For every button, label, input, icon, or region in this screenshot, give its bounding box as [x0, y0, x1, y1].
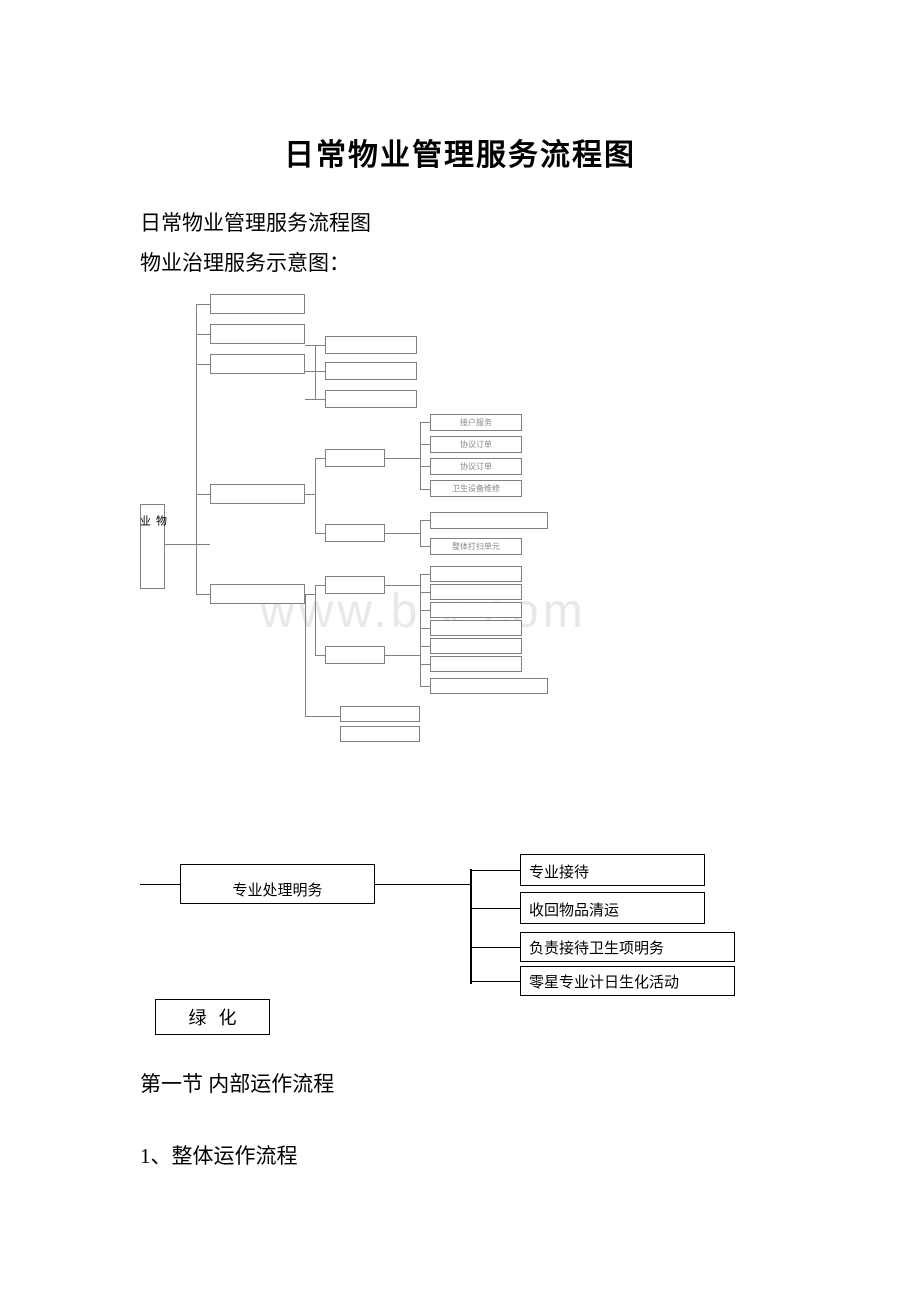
- connector-line: [196, 364, 210, 365]
- flowchart-node: 协议订单: [430, 458, 522, 475]
- service-item-box: 负责接待卫生项明务: [520, 932, 735, 962]
- service-item-box: 零星专业计日生化活动: [520, 966, 735, 996]
- flowchart-diagram: www.b x.com 物 业 接户服务协议订单协议订单卫生设备维修整体打扫单元: [140, 294, 780, 784]
- connector-line: [420, 610, 430, 611]
- flowchart-node: [210, 294, 305, 314]
- connector-line: [470, 908, 520, 910]
- connector-line: [385, 655, 420, 656]
- flowchart-node: [430, 566, 522, 582]
- connector-line: [305, 716, 340, 717]
- connector-line: [420, 520, 430, 521]
- connector-line: [315, 458, 325, 459]
- connector-line: [420, 664, 421, 686]
- connector-line: [385, 458, 420, 459]
- service-box: 专业处理明务: [180, 864, 375, 904]
- connector-line: [315, 345, 316, 399]
- flowchart-node: [325, 646, 385, 664]
- document-title: 日常物业管理服务流程图: [140, 130, 780, 174]
- flowchart-node: [430, 656, 522, 672]
- connector-line: [470, 870, 520, 872]
- connector-line: [196, 594, 210, 595]
- flowchart-node: [325, 524, 385, 542]
- flowchart-node: [430, 638, 522, 654]
- connector-line: [305, 594, 306, 716]
- connector-line: [420, 574, 430, 575]
- flowchart-node: [430, 602, 522, 618]
- connector-line: [470, 869, 472, 984]
- green-box: 绿化: [155, 999, 270, 1035]
- connector-line: [420, 686, 430, 687]
- connector-line: [420, 520, 421, 546]
- connector-line: [305, 399, 325, 400]
- section-heading-2: 1、整体运作流程: [140, 1134, 780, 1178]
- connector-line: [375, 884, 470, 886]
- flowchart-node: 接户服务: [430, 414, 522, 431]
- connector-line: [315, 533, 325, 534]
- connector-line: [420, 422, 430, 423]
- connector-line: [196, 494, 210, 495]
- connector-line: [385, 585, 420, 586]
- flowchart-node: 卫生设备维修: [430, 480, 522, 497]
- connector-line: [420, 574, 421, 664]
- secondary-diagram: 专业处理明务 专业接待收回物品清运负责接待卫生项明务零星专业计日生化活动绿化: [140, 854, 780, 1034]
- flowchart-node: [210, 584, 305, 604]
- subtitle-1: 日常物业管理服务流程图: [140, 204, 780, 244]
- connector-line: [420, 466, 430, 467]
- connector-line: [315, 655, 325, 656]
- connector-line: [420, 422, 421, 489]
- connector-line: [315, 458, 316, 533]
- flowchart-node: [210, 324, 305, 344]
- service-item-box: 专业接待: [520, 854, 705, 886]
- flowchart-node: [430, 512, 548, 529]
- flowchart-node: [325, 362, 417, 380]
- connector-line: [470, 947, 520, 949]
- connector-line: [420, 546, 430, 547]
- flowchart-node: [325, 576, 385, 594]
- flowchart-node: 协议订单: [430, 436, 522, 453]
- section-heading-1: 第一节 内部运作流程: [140, 1062, 780, 1106]
- connector-line: [315, 585, 325, 586]
- connector-line: [305, 594, 315, 595]
- flowchart-node: [340, 726, 420, 742]
- flowchart-node: [210, 484, 305, 504]
- connector-line: [420, 628, 430, 629]
- flowchart-node: [325, 449, 385, 467]
- connector-line: [196, 304, 210, 305]
- connector-line: [140, 884, 180, 886]
- connector-line: [196, 304, 197, 594]
- flowchart-node: [340, 706, 420, 722]
- flowchart-node: [325, 390, 417, 408]
- flowchart-node: [430, 678, 548, 694]
- connector-line: [470, 981, 520, 983]
- connector-line: [196, 334, 210, 335]
- connector-line: [420, 592, 430, 593]
- flowchart-node: [430, 584, 522, 600]
- subtitle-2: 物业治理服务示意图：: [140, 244, 780, 284]
- flowchart-node: [325, 336, 417, 354]
- flowchart-node: 整体打扫单元: [430, 538, 522, 555]
- flowchart-node: [210, 354, 305, 374]
- connector-line: [165, 544, 210, 545]
- connector-line: [420, 489, 430, 490]
- root-node: 物 业: [140, 504, 165, 589]
- service-item-box: 收回物品清运: [520, 892, 705, 924]
- flowchart-node: [430, 620, 522, 636]
- connector-line: [420, 646, 430, 647]
- connector-line: [420, 664, 430, 665]
- connector-line: [305, 494, 315, 495]
- connector-line: [315, 585, 316, 655]
- connector-line: [385, 533, 420, 534]
- connector-line: [420, 444, 430, 445]
